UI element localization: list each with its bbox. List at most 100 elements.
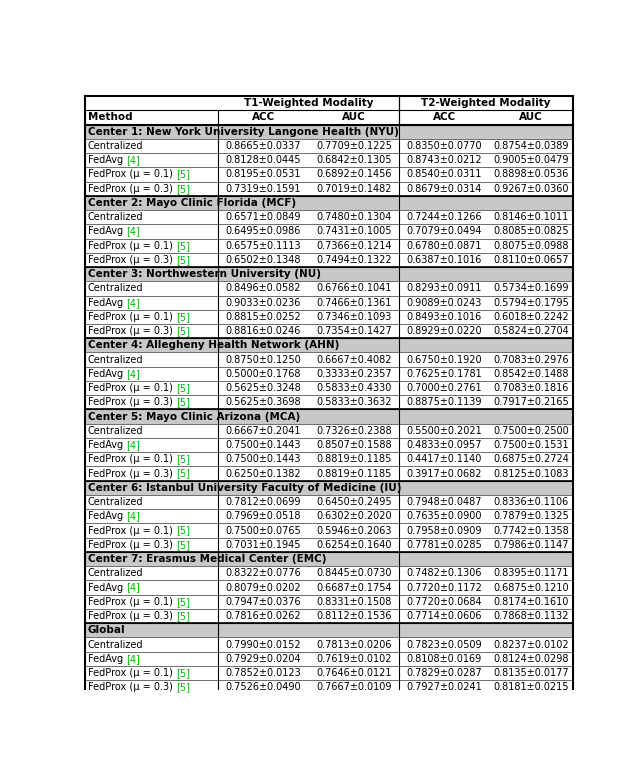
Text: 0.8350±0.0770: 0.8350±0.0770: [406, 141, 482, 151]
Bar: [84, 438, 573, 452]
Text: 0.5824±0.2704: 0.5824±0.2704: [493, 326, 569, 336]
Bar: [84, 409, 573, 424]
Text: 0.8898±0.0536: 0.8898±0.0536: [493, 170, 569, 180]
Text: 0.6766±0.1041: 0.6766±0.1041: [316, 284, 392, 294]
Text: 0.8331±0.1508: 0.8331±0.1508: [316, 597, 392, 607]
Text: 0.6875±0.1210: 0.6875±0.1210: [493, 583, 569, 593]
Text: 0.5794±0.1795: 0.5794±0.1795: [493, 298, 569, 308]
Text: 0.6250±0.1382: 0.6250±0.1382: [225, 469, 301, 479]
Text: Centralized: Centralized: [88, 497, 143, 507]
Text: 0.8124±0.0298: 0.8124±0.0298: [493, 654, 569, 663]
Text: 0.7354±0.1427: 0.7354±0.1427: [316, 326, 392, 336]
Text: 0.6495±0.0986: 0.6495±0.0986: [226, 226, 301, 236]
Bar: [84, 424, 573, 438]
Text: 0.8815±0.0252: 0.8815±0.0252: [225, 312, 301, 322]
Bar: [84, 110, 573, 125]
Text: FedAvg: FedAvg: [88, 654, 126, 663]
Text: FedAvg: FedAvg: [88, 583, 126, 593]
Text: 0.6502±0.1348: 0.6502±0.1348: [225, 255, 301, 265]
Text: 0.8293±0.0911: 0.8293±0.0911: [406, 284, 482, 294]
Text: 0.7829±0.0287: 0.7829±0.0287: [406, 668, 482, 678]
Text: 0.7709±0.1225: 0.7709±0.1225: [316, 141, 392, 151]
Text: [5]: [5]: [176, 454, 189, 464]
Text: 0.7326±0.2388: 0.7326±0.2388: [316, 425, 392, 436]
Text: FedProx (μ = 0.1): FedProx (μ = 0.1): [88, 383, 176, 393]
Text: 0.5625±0.3698: 0.5625±0.3698: [225, 398, 301, 408]
Text: [5]: [5]: [176, 383, 189, 393]
Text: 0.6254±0.1640: 0.6254±0.1640: [316, 540, 392, 549]
Text: 0.7019±0.1482: 0.7019±0.1482: [316, 184, 392, 194]
Text: 0.8665±0.0337: 0.8665±0.0337: [225, 141, 301, 151]
Text: 0.7635±0.0900: 0.7635±0.0900: [406, 512, 482, 522]
Text: 0.8336±0.1106: 0.8336±0.1106: [493, 497, 569, 507]
Text: [4]: [4]: [126, 512, 140, 522]
Text: 0.8174±0.1610: 0.8174±0.1610: [493, 597, 569, 607]
Bar: [84, 580, 573, 594]
Text: 0.8819±0.1185: 0.8819±0.1185: [316, 469, 392, 479]
Bar: [84, 567, 573, 580]
Bar: [84, 295, 573, 310]
Text: 0.6842±0.1305: 0.6842±0.1305: [316, 155, 392, 165]
Text: FedProx (μ = 0.3): FedProx (μ = 0.3): [88, 682, 176, 692]
Bar: [84, 509, 573, 523]
Text: AUC: AUC: [519, 112, 543, 122]
Text: FedProx (μ = 0.3): FedProx (μ = 0.3): [88, 540, 176, 549]
Bar: [84, 623, 573, 637]
Text: FedProx (μ = 0.1): FedProx (μ = 0.1): [88, 241, 176, 250]
Text: AUC: AUC: [342, 112, 366, 122]
Bar: [84, 652, 573, 666]
Bar: [84, 167, 573, 181]
Text: ACC: ACC: [252, 112, 275, 122]
Text: 0.8819±0.1185: 0.8819±0.1185: [316, 454, 392, 464]
Text: 0.8445±0.0730: 0.8445±0.0730: [316, 568, 392, 578]
Bar: [84, 253, 573, 267]
Bar: [84, 310, 573, 324]
Bar: [84, 281, 573, 295]
Text: 0.3917±0.0682: 0.3917±0.0682: [406, 469, 482, 479]
Text: 0.8108±0.0169: 0.8108±0.0169: [406, 654, 482, 663]
Text: Center 3: Northwestern University (NU): Center 3: Northwestern University (NU): [88, 269, 321, 279]
Bar: [84, 153, 573, 167]
Text: 0.8816±0.0246: 0.8816±0.0246: [226, 326, 301, 336]
Text: [4]: [4]: [126, 369, 140, 379]
Text: [5]: [5]: [176, 241, 189, 250]
Text: [5]: [5]: [176, 398, 189, 408]
Text: 0.7526±0.0490: 0.7526±0.0490: [225, 682, 301, 692]
Text: [5]: [5]: [176, 525, 189, 536]
Text: FedProx (μ = 0.1): FedProx (μ = 0.1): [88, 525, 176, 536]
Text: [5]: [5]: [176, 312, 189, 322]
Text: 0.7500±0.0765: 0.7500±0.0765: [225, 525, 301, 536]
Text: 0.7958±0.0909: 0.7958±0.0909: [406, 525, 482, 536]
Bar: [84, 609, 573, 623]
Text: 0.8542±0.1488: 0.8542±0.1488: [493, 369, 569, 379]
Text: 0.8496±0.0582: 0.8496±0.0582: [225, 284, 301, 294]
Text: 0.8493±0.1016: 0.8493±0.1016: [406, 312, 482, 322]
Text: 0.5500±0.2021: 0.5500±0.2021: [406, 425, 482, 436]
Text: 0.7947±0.0376: 0.7947±0.0376: [225, 597, 301, 607]
Text: FedProx (μ = 0.1): FedProx (μ = 0.1): [88, 170, 176, 180]
Bar: [84, 523, 573, 538]
Text: 0.8754±0.0389: 0.8754±0.0389: [493, 141, 569, 151]
Text: [5]: [5]: [176, 540, 189, 549]
Text: Center 2: Mayo Clinic Florida (MCF): Center 2: Mayo Clinic Florida (MCF): [88, 198, 296, 208]
Text: ACC: ACC: [433, 112, 456, 122]
Bar: [84, 552, 573, 567]
Text: Center 6: Istanbul University Faculty of Medicine (IU): Center 6: Istanbul University Faculty of…: [88, 483, 401, 493]
Text: 0.8085±0.0825: 0.8085±0.0825: [493, 226, 569, 236]
Text: FedProx (μ = 0.1): FedProx (μ = 0.1): [88, 668, 176, 678]
Text: 0.8135±0.0177: 0.8135±0.0177: [493, 668, 569, 678]
Text: 0.9089±0.0243: 0.9089±0.0243: [406, 298, 482, 308]
Text: FedAvg: FedAvg: [88, 369, 126, 379]
Text: [4]: [4]: [126, 583, 140, 593]
Text: FedProx (μ = 0.1): FedProx (μ = 0.1): [88, 597, 176, 607]
Text: 0.7500±0.1443: 0.7500±0.1443: [225, 440, 301, 450]
Text: Centralized: Centralized: [88, 141, 143, 151]
Bar: [84, 381, 573, 395]
Text: FedProx (μ = 0.1): FedProx (μ = 0.1): [88, 454, 176, 464]
Text: 0.7813±0.0206: 0.7813±0.0206: [316, 639, 392, 649]
Text: Centralized: Centralized: [88, 639, 143, 649]
Text: 0.7879±0.1325: 0.7879±0.1325: [493, 512, 569, 522]
Text: 0.7986±0.1147: 0.7986±0.1147: [493, 540, 569, 549]
Bar: [84, 353, 573, 367]
Text: 0.7000±0.2761: 0.7000±0.2761: [406, 383, 482, 393]
